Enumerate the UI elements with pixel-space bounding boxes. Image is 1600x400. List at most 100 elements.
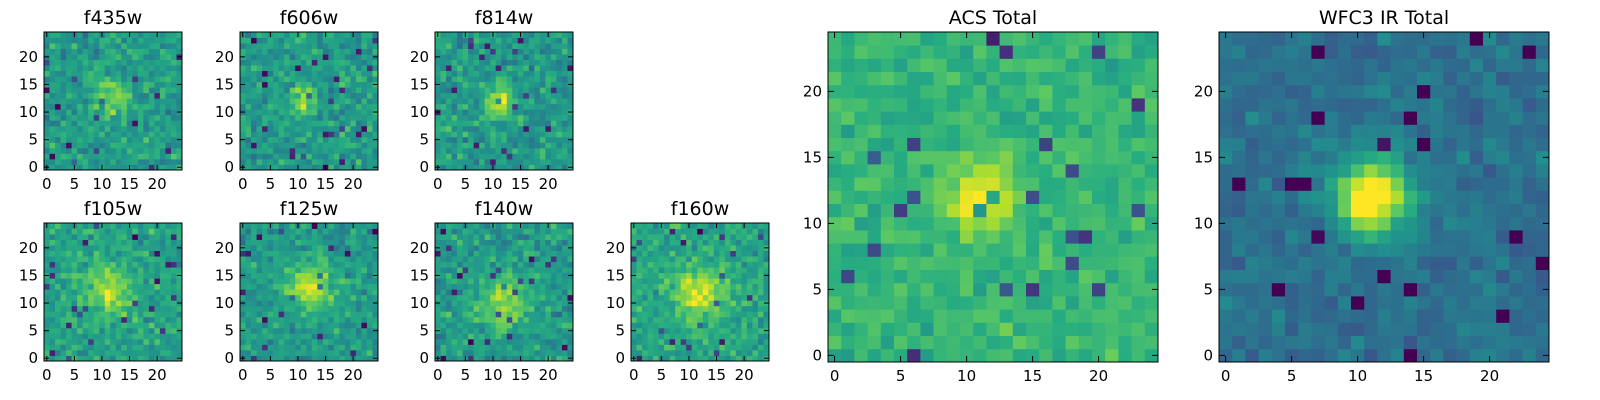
heatmap-cell [724,333,731,340]
heatmap-cell [132,92,139,99]
heatmap-cell [251,283,257,290]
heatmap-cell [251,65,257,72]
heatmap-cell [462,54,469,60]
heatmap-cell [647,316,654,323]
heatmap-cell [973,243,987,257]
heatmap-cell [49,355,56,362]
heatmap-cell [517,147,524,154]
heatmap-cell [462,43,469,49]
heatmap-cell [306,250,313,257]
heatmap-cell [267,153,274,160]
heatmap-cell [344,234,351,240]
heatmap-cell [71,322,78,329]
heatmap-cell [306,131,313,138]
heatmap-cell [311,81,318,88]
heatmap-cell [137,48,144,55]
heatmap-cell [1026,348,1040,363]
heatmap-cell [636,316,643,323]
heatmap-cell [752,283,759,290]
heatmap-cell [121,267,128,274]
heatmap-cell [528,305,535,312]
heatmap-cell [556,333,563,340]
heatmap-cell [550,142,557,149]
heatmap-cell [468,322,475,329]
heatmap-cell [479,87,486,94]
heatmap-cell [311,158,318,165]
heatmap-cell [289,131,296,138]
heatmap-cell [240,158,246,165]
heatmap-cell [719,256,726,263]
heatmap-cell [1012,256,1027,270]
heatmap-cell [121,109,128,116]
heatmap-cell [512,305,519,312]
heatmap-cell [88,109,95,116]
heatmap-cell [960,269,974,284]
heatmap-cell [93,278,100,285]
heatmap-cell [339,278,346,285]
heatmap-cell [66,245,72,251]
heatmap-cell [506,109,513,116]
heatmap-cell [523,239,530,246]
heatmap-cell [746,228,753,235]
heatmap-cell [724,239,731,246]
heatmap-cell [907,164,921,178]
heatmap-cell [317,283,324,290]
heatmap-cell [328,333,335,340]
heatmap-cell [355,272,362,279]
heatmap-cell [730,228,737,235]
heatmap-cell [251,278,257,285]
heatmap-cell [495,239,502,246]
heatmap-cell [328,70,335,77]
heatmap-cell [675,333,682,340]
heatmap-cell [746,278,753,285]
heatmap-cell [104,333,111,340]
heatmap-cell [66,109,72,116]
heatmap-cell [256,54,263,60]
heatmap-cell [440,261,447,268]
heatmap-cell [854,348,868,363]
heatmap-cell [344,76,351,83]
heatmap-cell [501,87,508,94]
heatmap-cell [77,164,84,171]
heatmap-cell [132,261,139,268]
heatmap-cell [702,300,709,307]
heatmap-cell [528,32,535,38]
heatmap-cell [534,316,541,323]
heatmap-cell [653,283,659,290]
heatmap-cell [44,338,50,345]
heatmap-cell [468,48,475,55]
heatmap-cell [495,109,502,116]
heatmap-cell [306,114,313,121]
heatmap-cell [99,70,106,77]
heatmap-cell [517,70,524,77]
heatmap-cell [495,300,502,307]
heatmap-cell [137,234,144,240]
heatmap-cell [539,267,546,274]
heatmap-cell [686,322,693,329]
heatmap-cell [451,344,458,351]
heatmap-cell [636,355,643,362]
heatmap-cell [680,272,687,279]
heatmap-cell [669,267,676,274]
heatmap-cell [451,250,458,257]
heatmap-cell [295,294,302,301]
heatmap-cell [317,131,324,138]
heatmap-cell [306,70,313,77]
heatmap-cell [752,223,759,229]
heatmap-cell [907,243,921,257]
heatmap-cell [300,70,307,77]
heatmap-cell [446,316,452,323]
heatmap-cell [746,272,753,279]
heatmap-cell [539,76,546,83]
heatmap-cell [440,37,447,44]
heatmap-cells [44,32,183,171]
heatmap-cells [631,223,770,362]
heatmap-cell [154,327,161,334]
heatmap-cell [495,278,502,285]
heatmap-cell [567,344,574,351]
heatmap-cell [517,322,524,329]
heatmap-cell [539,87,546,94]
heatmap-cell [1052,296,1066,310]
heatmap-cell [1052,322,1066,336]
x-tick-label: 15 [120,366,139,384]
